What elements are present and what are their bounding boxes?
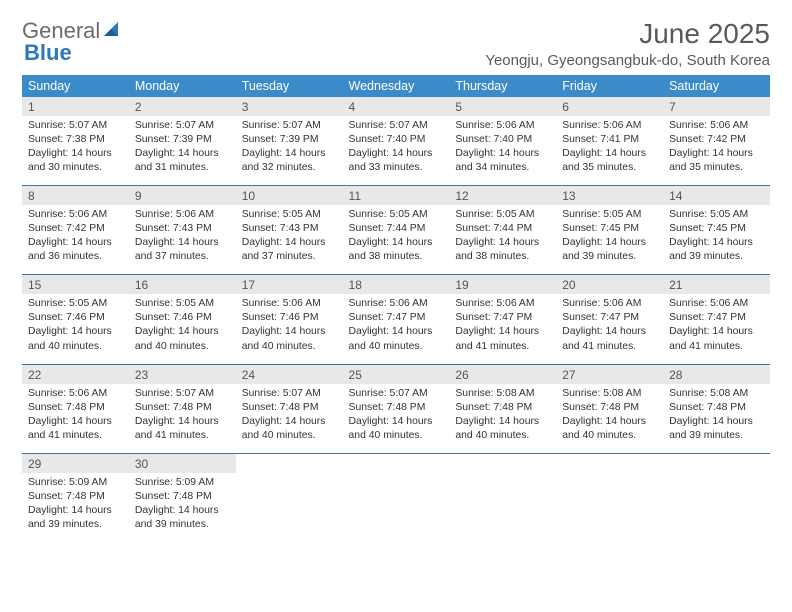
day-detail-cell: Sunrise: 5:05 AMSunset: 7:46 PMDaylight:… bbox=[129, 294, 236, 364]
detail-row: Sunrise: 5:07 AMSunset: 7:38 PMDaylight:… bbox=[22, 116, 770, 186]
day-number-cell: 18 bbox=[343, 275, 450, 294]
sail-icon bbox=[104, 20, 124, 42]
dow-sat: Saturday bbox=[663, 75, 770, 97]
title-box: June 2025 Yeongju, Gyeongsangbuk-do, Sou… bbox=[485, 18, 770, 69]
day-number-cell: 17 bbox=[236, 275, 343, 294]
day-detail-cell bbox=[236, 473, 343, 542]
day-number-cell: 19 bbox=[449, 275, 556, 294]
day-detail-cell: Sunrise: 5:05 AMSunset: 7:45 PMDaylight:… bbox=[556, 205, 663, 275]
day-number-cell: 30 bbox=[129, 454, 236, 473]
day-detail-cell: Sunrise: 5:07 AMSunset: 7:39 PMDaylight:… bbox=[236, 116, 343, 186]
detail-row: Sunrise: 5:09 AMSunset: 7:48 PMDaylight:… bbox=[22, 473, 770, 542]
header: General Blue June 2025 Yeongju, Gyeongsa… bbox=[22, 18, 770, 69]
day-detail-cell: Sunrise: 5:05 AMSunset: 7:44 PMDaylight:… bbox=[449, 205, 556, 275]
day-number-cell: 6 bbox=[556, 97, 663, 116]
day-detail-cell: Sunrise: 5:08 AMSunset: 7:48 PMDaylight:… bbox=[449, 384, 556, 454]
day-number-cell bbox=[236, 454, 343, 473]
day-number-cell: 9 bbox=[129, 186, 236, 205]
day-detail-cell: Sunrise: 5:09 AMSunset: 7:48 PMDaylight:… bbox=[129, 473, 236, 542]
day-detail-cell bbox=[449, 473, 556, 542]
day-number-cell: 8 bbox=[22, 186, 129, 205]
daynum-row: 2930 bbox=[22, 454, 770, 473]
day-number-cell: 26 bbox=[449, 365, 556, 384]
day-number-cell: 16 bbox=[129, 275, 236, 294]
day-detail-cell: Sunrise: 5:06 AMSunset: 7:48 PMDaylight:… bbox=[22, 384, 129, 454]
day-number-cell: 3 bbox=[236, 97, 343, 116]
day-detail-cell: Sunrise: 5:07 AMSunset: 7:48 PMDaylight:… bbox=[343, 384, 450, 454]
day-number-cell bbox=[556, 454, 663, 473]
day-detail-cell bbox=[663, 473, 770, 542]
day-number-cell: 11 bbox=[343, 186, 450, 205]
detail-row: Sunrise: 5:06 AMSunset: 7:48 PMDaylight:… bbox=[22, 384, 770, 454]
day-detail-cell: Sunrise: 5:09 AMSunset: 7:48 PMDaylight:… bbox=[22, 473, 129, 542]
day-number-cell bbox=[343, 454, 450, 473]
day-number-cell: 22 bbox=[22, 365, 129, 384]
day-detail-cell: Sunrise: 5:06 AMSunset: 7:47 PMDaylight:… bbox=[449, 294, 556, 364]
day-number-cell: 5 bbox=[449, 97, 556, 116]
daynum-row: 15161718192021 bbox=[22, 275, 770, 294]
day-detail-cell: Sunrise: 5:07 AMSunset: 7:38 PMDaylight:… bbox=[22, 116, 129, 186]
day-detail-cell: Sunrise: 5:08 AMSunset: 7:48 PMDaylight:… bbox=[556, 384, 663, 454]
dow-row: Sunday Monday Tuesday Wednesday Thursday… bbox=[22, 75, 770, 97]
day-detail-cell: Sunrise: 5:05 AMSunset: 7:43 PMDaylight:… bbox=[236, 205, 343, 275]
dow-sun: Sunday bbox=[22, 75, 129, 97]
day-detail-cell: Sunrise: 5:06 AMSunset: 7:42 PMDaylight:… bbox=[22, 205, 129, 275]
day-number-cell: 27 bbox=[556, 365, 663, 384]
day-detail-cell bbox=[556, 473, 663, 542]
dow-wed: Wednesday bbox=[343, 75, 450, 97]
day-detail-cell: Sunrise: 5:06 AMSunset: 7:43 PMDaylight:… bbox=[129, 205, 236, 275]
daynum-row: 22232425262728 bbox=[22, 365, 770, 384]
day-number-cell: 20 bbox=[556, 275, 663, 294]
day-detail-cell: Sunrise: 5:06 AMSunset: 7:40 PMDaylight:… bbox=[449, 116, 556, 186]
day-number-cell: 2 bbox=[129, 97, 236, 116]
day-detail-cell: Sunrise: 5:06 AMSunset: 7:47 PMDaylight:… bbox=[663, 294, 770, 364]
day-detail-cell: Sunrise: 5:06 AMSunset: 7:46 PMDaylight:… bbox=[236, 294, 343, 364]
day-number-cell: 21 bbox=[663, 275, 770, 294]
detail-row: Sunrise: 5:06 AMSunset: 7:42 PMDaylight:… bbox=[22, 205, 770, 275]
brand-logo: General Blue bbox=[22, 18, 124, 64]
day-detail-cell: Sunrise: 5:05 AMSunset: 7:44 PMDaylight:… bbox=[343, 205, 450, 275]
day-detail-cell: Sunrise: 5:06 AMSunset: 7:42 PMDaylight:… bbox=[663, 116, 770, 186]
day-number-cell: 24 bbox=[236, 365, 343, 384]
dow-thu: Thursday bbox=[449, 75, 556, 97]
day-detail-cell: Sunrise: 5:05 AMSunset: 7:45 PMDaylight:… bbox=[663, 205, 770, 275]
day-detail-cell: Sunrise: 5:06 AMSunset: 7:47 PMDaylight:… bbox=[343, 294, 450, 364]
dow-mon: Monday bbox=[129, 75, 236, 97]
day-number-cell: 13 bbox=[556, 186, 663, 205]
dow-fri: Friday bbox=[556, 75, 663, 97]
day-number-cell: 7 bbox=[663, 97, 770, 116]
day-detail-cell: Sunrise: 5:07 AMSunset: 7:40 PMDaylight:… bbox=[343, 116, 450, 186]
day-detail-cell: Sunrise: 5:07 AMSunset: 7:48 PMDaylight:… bbox=[129, 384, 236, 454]
daynum-row: 891011121314 bbox=[22, 186, 770, 205]
day-detail-cell: Sunrise: 5:06 AMSunset: 7:41 PMDaylight:… bbox=[556, 116, 663, 186]
day-number-cell: 12 bbox=[449, 186, 556, 205]
day-detail-cell bbox=[343, 473, 450, 542]
location: Yeongju, Gyeongsangbuk-do, South Korea bbox=[485, 52, 770, 69]
day-number-cell: 28 bbox=[663, 365, 770, 384]
brand-part2: Blue bbox=[24, 40, 72, 65]
day-detail-cell: Sunrise: 5:07 AMSunset: 7:48 PMDaylight:… bbox=[236, 384, 343, 454]
day-number-cell: 14 bbox=[663, 186, 770, 205]
day-number-cell: 29 bbox=[22, 454, 129, 473]
day-number-cell: 15 bbox=[22, 275, 129, 294]
day-detail-cell: Sunrise: 5:05 AMSunset: 7:46 PMDaylight:… bbox=[22, 294, 129, 364]
detail-row: Sunrise: 5:05 AMSunset: 7:46 PMDaylight:… bbox=[22, 294, 770, 364]
day-number-cell bbox=[663, 454, 770, 473]
day-number-cell: 10 bbox=[236, 186, 343, 205]
day-detail-cell: Sunrise: 5:06 AMSunset: 7:47 PMDaylight:… bbox=[556, 294, 663, 364]
day-detail-cell: Sunrise: 5:08 AMSunset: 7:48 PMDaylight:… bbox=[663, 384, 770, 454]
calendar-body: 1234567Sunrise: 5:07 AMSunset: 7:38 PMDa… bbox=[22, 97, 770, 542]
day-number-cell: 23 bbox=[129, 365, 236, 384]
day-number-cell: 1 bbox=[22, 97, 129, 116]
daynum-row: 1234567 bbox=[22, 97, 770, 116]
day-number-cell: 25 bbox=[343, 365, 450, 384]
day-number-cell: 4 bbox=[343, 97, 450, 116]
day-detail-cell: Sunrise: 5:07 AMSunset: 7:39 PMDaylight:… bbox=[129, 116, 236, 186]
dow-tue: Tuesday bbox=[236, 75, 343, 97]
day-number-cell bbox=[449, 454, 556, 473]
calendar-table: Sunday Monday Tuesday Wednesday Thursday… bbox=[22, 75, 770, 542]
month-title: June 2025 bbox=[485, 18, 770, 50]
